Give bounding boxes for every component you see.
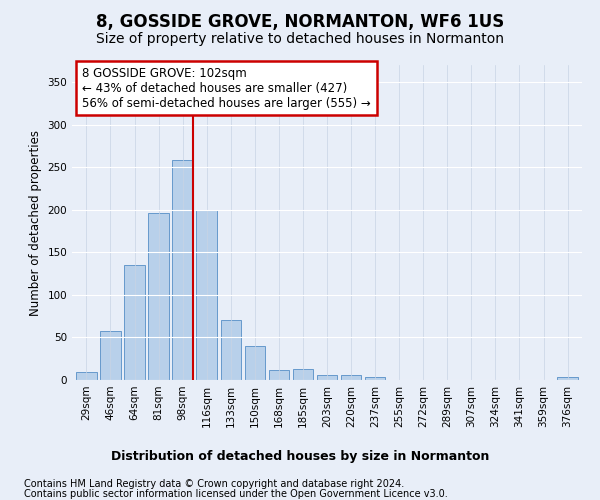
Text: Contains public sector information licensed under the Open Government Licence v3: Contains public sector information licen…: [24, 489, 448, 499]
Bar: [245, 346, 265, 380]
Bar: [293, 369, 313, 380]
Bar: [124, 265, 145, 380]
Text: 8 GOSSIDE GROVE: 102sqm
← 43% of detached houses are smaller (427)
56% of semi-d: 8 GOSSIDE GROVE: 102sqm ← 43% of detache…: [82, 66, 371, 110]
Bar: [76, 372, 97, 380]
Bar: [317, 375, 337, 380]
Text: Distribution of detached houses by size in Normanton: Distribution of detached houses by size …: [111, 450, 489, 463]
Bar: [341, 375, 361, 380]
Bar: [557, 378, 578, 380]
Bar: [269, 370, 289, 380]
Bar: [100, 332, 121, 380]
Bar: [148, 213, 169, 380]
Text: Contains HM Land Registry data © Crown copyright and database right 2024.: Contains HM Land Registry data © Crown c…: [24, 479, 404, 489]
Text: 8, GOSSIDE GROVE, NORMANTON, WF6 1US: 8, GOSSIDE GROVE, NORMANTON, WF6 1US: [96, 12, 504, 30]
Bar: [196, 210, 217, 380]
Y-axis label: Number of detached properties: Number of detached properties: [29, 130, 42, 316]
Bar: [172, 160, 193, 380]
Bar: [365, 376, 385, 380]
Bar: [221, 320, 241, 380]
Text: Size of property relative to detached houses in Normanton: Size of property relative to detached ho…: [96, 32, 504, 46]
